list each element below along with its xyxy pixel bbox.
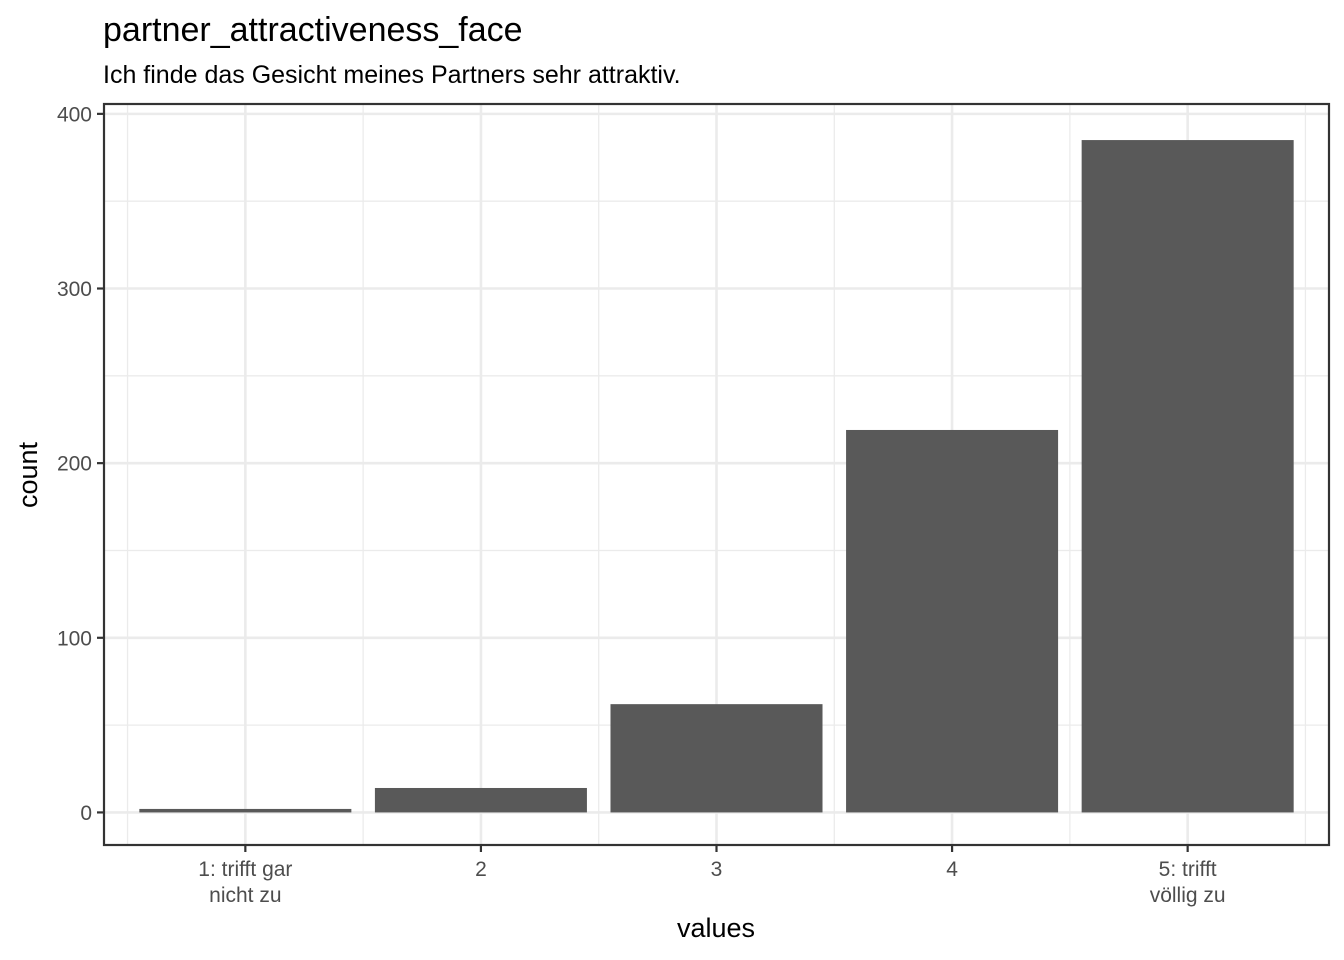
y-tick-label: 300 [57, 278, 92, 301]
x-tick-label: 3 [711, 858, 723, 881]
y-tick-label: 0 [80, 802, 92, 825]
y-axis: 0 100 200 300 400 [57, 103, 104, 825]
x-tick-label: 4 [946, 858, 958, 881]
bar-4 [846, 429, 1059, 813]
y-tick-label: 200 [57, 453, 92, 476]
y-tick-label: 100 [57, 627, 92, 650]
bar-3 [610, 704, 823, 813]
x-tick-label: 2 [475, 858, 487, 881]
chart-subtitle: Ich finde das Gesicht meines Partners se… [103, 61, 681, 89]
y-axis-title: count [13, 441, 43, 508]
bars [139, 140, 1294, 813]
y-tick-label: 400 [57, 103, 92, 126]
x-tick-label: 5: trifft völlig zu [1150, 858, 1226, 907]
chart-title: partner_attractiveness_face [103, 11, 523, 49]
bar-5 [1081, 140, 1294, 813]
x-tick-label: 1: trifft gar nicht zu [198, 858, 292, 907]
bar-1 [139, 808, 352, 813]
x-axis: 1: trifft gar nicht zu 2 3 4 5: trifft völlig … [198, 845, 1226, 907]
x-axis-title: values [677, 913, 755, 943]
bar-2 [374, 787, 587, 813]
